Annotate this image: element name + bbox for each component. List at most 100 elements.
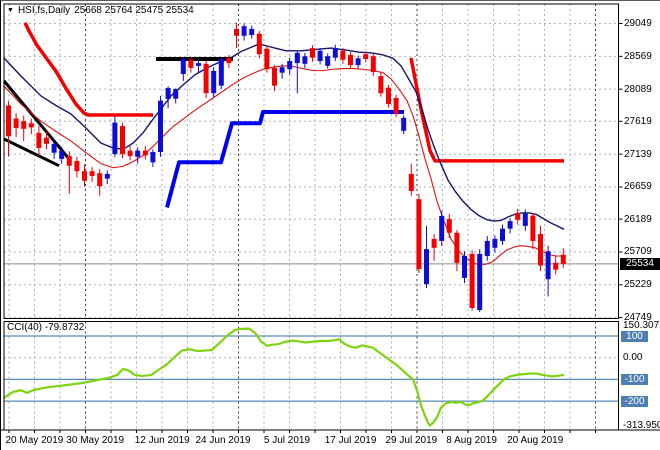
candle (249, 28, 255, 36)
candle (332, 48, 338, 58)
candle (120, 126, 125, 155)
panel-borders (1, 3, 660, 431)
candle (416, 199, 422, 269)
time-axis-label: 20 May 2019 (5, 435, 64, 446)
candle (325, 56, 331, 66)
candle (51, 143, 57, 153)
candle (82, 171, 87, 181)
candle (127, 150, 133, 157)
candle (203, 63, 209, 94)
cci-level-tag: -100 (621, 373, 648, 385)
price-axis-label: 28089 (624, 83, 652, 95)
candle (226, 57, 232, 64)
cci-level-tag: -200 (621, 395, 648, 407)
candle (165, 88, 171, 100)
candle (530, 215, 536, 241)
candle (477, 253, 483, 311)
candle (431, 238, 437, 248)
time-axis-label: 12 Jun 2019 (134, 435, 190, 446)
price-axis-label: 29049 (624, 18, 652, 29)
time-axis-label: 17 Jul 2019 (324, 435, 377, 446)
cci-level-tag: 100 (621, 330, 648, 342)
price-axis-label: 26659 (624, 181, 652, 193)
candle (294, 52, 300, 64)
candle (340, 50, 346, 60)
time-axis-label: 29 Jul 2019 (385, 435, 438, 446)
candle (196, 63, 201, 66)
candle (507, 221, 513, 229)
cci-zero-label: 0.00 (623, 352, 643, 364)
candle (28, 123, 34, 128)
time-axis-label: 20 Aug 2019 (507, 435, 564, 446)
candle (492, 238, 498, 248)
candle (287, 61, 293, 70)
candle (302, 56, 308, 64)
candle (484, 240, 490, 256)
candle (462, 255, 467, 278)
candle (104, 173, 110, 179)
cci-level-lines (4, 335, 619, 402)
candle (408, 173, 414, 192)
price-axis-label: 27619 (624, 115, 652, 127)
candle (36, 132, 42, 148)
cci-indicator-label: CCI(40) -79.8732 (7, 322, 85, 333)
candle (142, 150, 148, 156)
candle (89, 171, 95, 176)
candle (500, 228, 505, 241)
candle (393, 97, 399, 114)
time-axis-label: 8 Aug 2019 (446, 435, 497, 446)
time-axis-label: 24 Jun 2019 (195, 435, 251, 446)
candle (363, 54, 369, 59)
candle (279, 67, 285, 73)
price-axis-label: 24749 (624, 312, 652, 324)
price-axis-label: 25709 (624, 246, 652, 258)
candle (386, 87, 391, 105)
candle (317, 50, 323, 62)
price-axis-label: 26189 (624, 213, 652, 225)
candle (211, 70, 217, 94)
candle (370, 56, 376, 72)
candle (310, 48, 315, 58)
candle (173, 89, 179, 99)
candle (180, 58, 186, 75)
candle (59, 150, 65, 159)
candle (234, 28, 239, 36)
grid-layer (4, 4, 619, 433)
candle (21, 121, 27, 129)
candle (522, 213, 528, 226)
candle (241, 26, 247, 36)
chart-title-overlay: ▼ HSI,fs,Daily 25668 25764 25475 25534 (7, 5, 194, 16)
candle (112, 122, 118, 155)
candle (446, 219, 452, 233)
candle (66, 156, 72, 166)
candle (515, 212, 521, 220)
candle (188, 59, 194, 68)
symbol-timeframe-label: HSI,fs,Daily (17, 5, 71, 16)
candle (553, 262, 559, 270)
symbol-dropdown-icon[interactable]: ▼ (7, 6, 14, 14)
candle (348, 54, 353, 66)
candle (74, 160, 80, 172)
overlay-lines-layer (2, 21, 565, 266)
cci-scale-max-label: 150.3071 (623, 320, 660, 332)
candle (439, 215, 445, 241)
cci-line (3, 327, 565, 427)
time-axis-label: 5 Jul 2019 (263, 435, 311, 446)
candle (150, 152, 156, 163)
candle (401, 117, 407, 131)
candle (272, 67, 277, 86)
ohlc-values-label: 25668 25764 25475 25534 (74, 5, 194, 16)
candle (256, 33, 262, 55)
price-axis-label: 25229 (624, 279, 652, 291)
candle (13, 118, 19, 129)
price-axis-label: 27139 (624, 148, 652, 160)
candle (158, 100, 163, 153)
candle (135, 150, 141, 157)
candle (218, 58, 224, 86)
candle (454, 232, 460, 263)
price-axis-label: 28569 (624, 50, 652, 62)
candle (378, 76, 384, 94)
candle (44, 137, 49, 144)
